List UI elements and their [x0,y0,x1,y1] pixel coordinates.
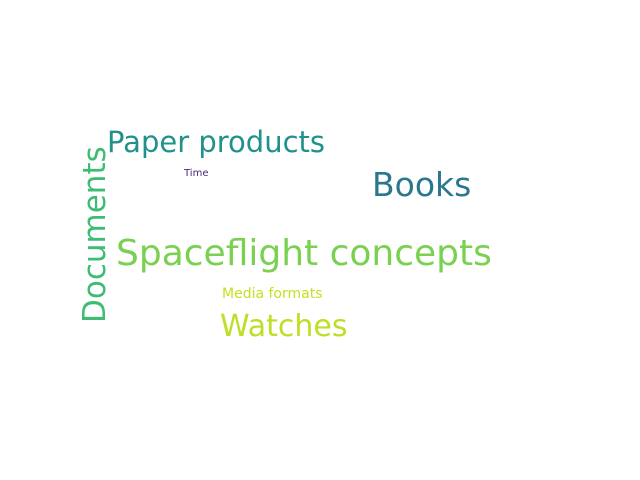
word-watches: Watches [220,309,348,344]
word-media-formats: Media formats [222,286,323,302]
word-spaceflight-concepts: Spaceflight concepts [116,233,492,274]
word-books: Books [372,165,472,204]
word-paper-products: Paper products [107,125,325,159]
word-documents: Documents [77,146,113,323]
word-time: Time [184,168,209,179]
